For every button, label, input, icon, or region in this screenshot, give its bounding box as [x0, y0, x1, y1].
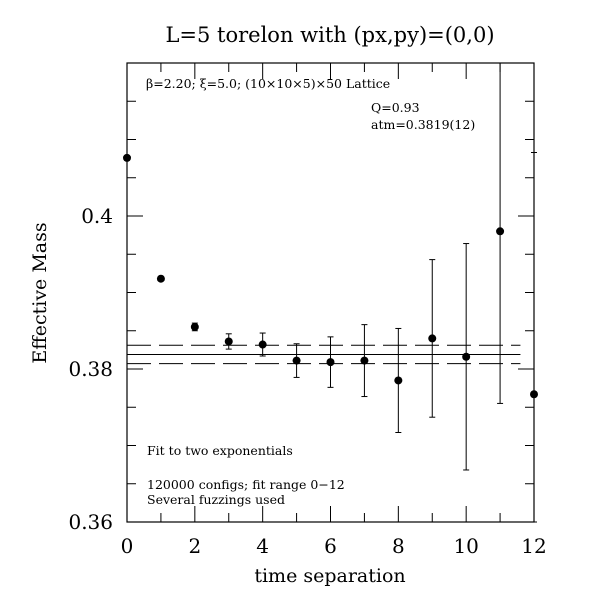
point-marker: [292, 356, 301, 365]
data-point: [156, 274, 165, 283]
data-point: [496, 62, 505, 404]
mass-annotation: atm=0.3819(12): [371, 117, 475, 132]
data-point: [123, 153, 131, 162]
data-point: [258, 332, 267, 357]
data-point: [530, 152, 538, 523]
axis-ticks: [126, 62, 535, 523]
data-point: [462, 243, 471, 471]
y-axis-label: Effective Mass: [29, 222, 51, 363]
point-marker: [224, 337, 233, 346]
data-point: [292, 343, 301, 378]
point-marker: [123, 153, 131, 162]
x-tick-label: 12: [521, 534, 546, 558]
fuzzing-annotation: Several fuzzings used: [147, 492, 285, 507]
x-tick-label: 2: [188, 534, 201, 558]
tick-labels: 0 2 4 6 8 10 12 0.36 0.38 0.4: [68, 204, 546, 558]
point-marker: [360, 356, 369, 365]
x-axis-label: time separation: [254, 565, 405, 587]
data-series: [123, 62, 538, 523]
x-tick-label: 6: [324, 534, 337, 558]
fit-band: [127, 344, 521, 365]
x-tick-label: 0: [121, 534, 134, 558]
point-marker: [190, 322, 199, 331]
point-marker: [428, 334, 437, 343]
point-marker: [258, 340, 267, 349]
q-annotation: Q=0.93: [371, 100, 420, 115]
chart-title: L=5 torelon with (px,py)=(0,0): [165, 23, 494, 47]
point-marker: [496, 227, 505, 236]
x-tick-label: 8: [392, 534, 405, 558]
fit-annotation: Fit to two exponentials: [147, 443, 293, 458]
y-tick-label: 0.4: [81, 204, 113, 228]
x-tick-label: 10: [453, 534, 478, 558]
data-point: [190, 322, 199, 332]
lattice-annotation: β=2.20; ξ=5.0; (10×10×5)×50 Lattice: [146, 76, 390, 91]
data-point: [224, 333, 233, 350]
point-marker: [530, 390, 538, 399]
data-point: [394, 327, 403, 433]
y-tick-label: 0.38: [68, 357, 113, 381]
point-marker: [394, 376, 403, 385]
x-tick-label: 4: [256, 534, 269, 558]
data-point: [360, 324, 369, 398]
point-marker: [156, 274, 165, 283]
data-point: [428, 259, 437, 418]
point-marker: [326, 358, 335, 367]
y-tick-label: 0.36: [68, 510, 113, 534]
point-marker: [462, 352, 471, 361]
configs-annotation: 120000 configs; fit range 0−12: [147, 477, 345, 492]
data-point: [326, 336, 335, 388]
